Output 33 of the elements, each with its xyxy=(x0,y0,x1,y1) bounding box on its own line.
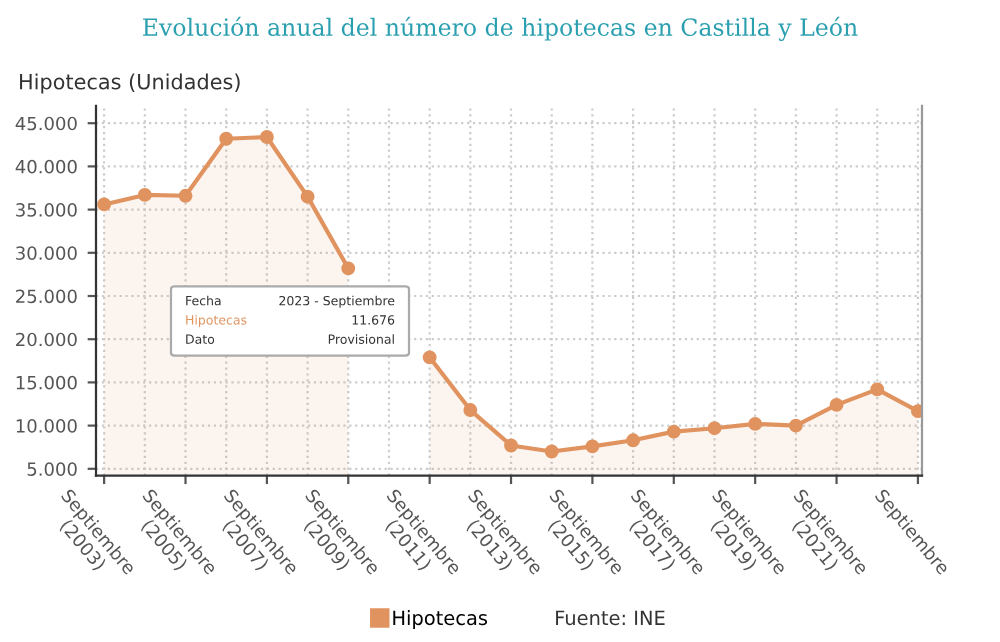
point xyxy=(259,130,274,144)
point xyxy=(788,418,803,433)
y-tick-label: 40.000 xyxy=(15,159,77,174)
point xyxy=(829,397,844,412)
point xyxy=(707,421,722,436)
point xyxy=(463,403,478,417)
point xyxy=(219,131,234,146)
point xyxy=(585,439,600,454)
point xyxy=(97,197,112,212)
point xyxy=(504,438,518,453)
point xyxy=(910,404,922,419)
legend-label: Hipotecas xyxy=(393,610,488,629)
y-tick-label: 25.000 xyxy=(16,289,77,304)
point xyxy=(341,261,356,276)
point xyxy=(137,187,152,202)
source-note: Fuente: INE xyxy=(556,610,665,626)
y-tick-label: 10.000 xyxy=(16,419,77,433)
point xyxy=(870,382,885,397)
point xyxy=(666,424,681,439)
point xyxy=(748,416,763,431)
chart-title: Evolución anual del número de hipotecas en Castilla y León xyxy=(143,16,858,41)
y-tick-label: 15.000 xyxy=(16,375,77,390)
point xyxy=(422,350,437,365)
point xyxy=(178,188,193,203)
y-tick-label: 45.000 xyxy=(15,116,77,131)
point xyxy=(544,444,559,459)
y-tick-label: 5.000 xyxy=(27,462,77,476)
point xyxy=(626,433,641,448)
y-tick-label: 30.000 xyxy=(16,246,77,260)
y-axis-title: Hipotecas (Unidades) xyxy=(20,73,240,94)
y-tick-label: 35.000 xyxy=(16,203,77,217)
y-tick-label: 20.000 xyxy=(16,332,77,347)
point xyxy=(300,189,315,204)
